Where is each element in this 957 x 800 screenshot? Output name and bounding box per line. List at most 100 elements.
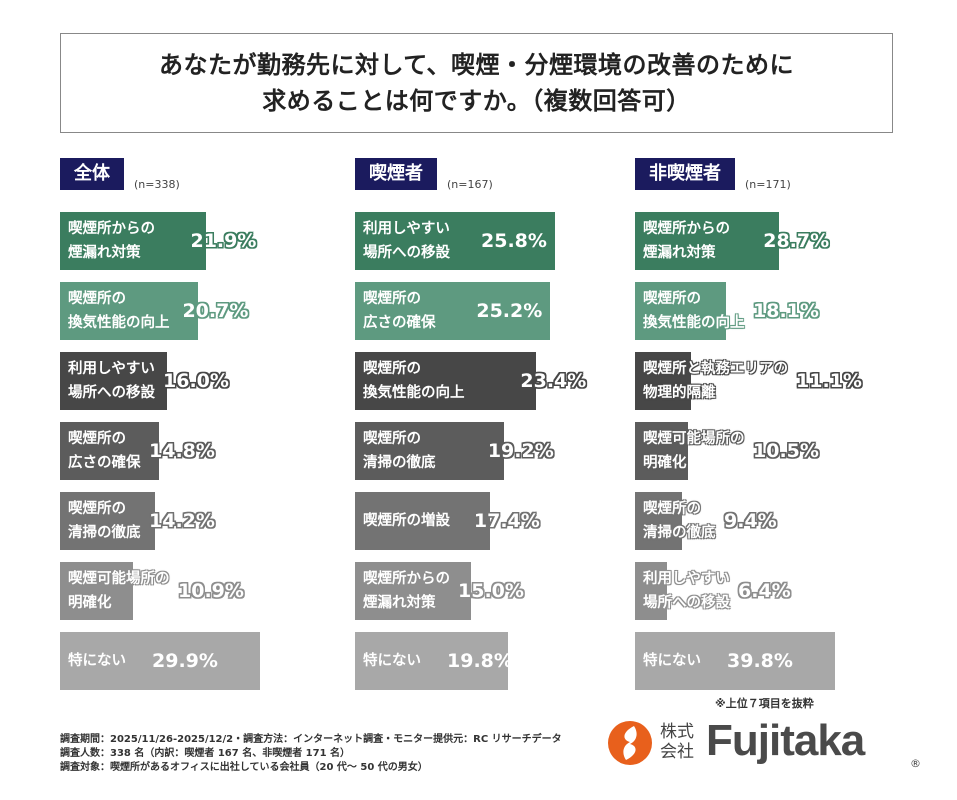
bar bbox=[635, 282, 726, 340]
bar-category-label: 喫煙可能場所の 明確化 bbox=[643, 431, 745, 471]
bar-category-label: 喫煙所の 換気性能の向上 bbox=[68, 291, 170, 331]
bar bbox=[355, 562, 472, 620]
bar-category-label: 喫煙所の 清掃の徹底 bbox=[363, 431, 436, 471]
footer-line-1: 調査期間：2025/11/26-2025/12/2・調査方法：インターネット調査… bbox=[60, 734, 562, 745]
bar-row: 特にない 39.8% bbox=[635, 632, 925, 690]
bar-value-label: 14.8% bbox=[149, 440, 215, 462]
bar-category-label: 喫煙所の 清掃の徹底 bbox=[68, 501, 141, 541]
logo-wordmark: Fujitaka bbox=[706, 716, 865, 765]
footer-line-3: 調査対象：喫煙所があるオフィスに出社している会社員（20 代～ 50 代の男女） bbox=[60, 762, 428, 773]
bar bbox=[355, 422, 504, 480]
bar-value-label: 18.1% bbox=[753, 300, 819, 322]
bar-row: 喫煙所からの 煙漏れ対策 21.9% bbox=[60, 212, 350, 270]
bar-category-label: 喫煙所と執務エリアの 物理的隔離 bbox=[643, 361, 788, 401]
bar-value-label: 14.2% bbox=[149, 510, 215, 532]
bar-category-label: 喫煙所の 広さの確保 bbox=[363, 291, 436, 331]
bar-value-label: 6.4% bbox=[738, 580, 791, 602]
bar-value-label: 19.8% bbox=[447, 650, 513, 672]
sample-size: (n=171) bbox=[745, 178, 791, 191]
bar-category-label: 喫煙所の 換気性能の向上 bbox=[363, 361, 465, 401]
title-line-1: あなたが勤務先に対して、喫煙・分煙環境の改善のために bbox=[158, 51, 795, 79]
bar-value-label: 16.0% bbox=[163, 370, 229, 392]
bar bbox=[60, 422, 159, 480]
panel-header-smokers: 喫煙者 bbox=[355, 158, 437, 190]
bar-value-label: 9.4% bbox=[724, 510, 777, 532]
bar-category-label: 喫煙所からの 煙漏れ対策 bbox=[68, 221, 155, 261]
bar-category-label: 喫煙所からの 煙漏れ対策 bbox=[643, 221, 730, 261]
bar-category-label: 喫煙所の 清掃の徹底 bbox=[643, 501, 716, 541]
bar bbox=[635, 492, 683, 550]
sample-size: (n=167) bbox=[447, 178, 493, 191]
bar-category-label: 喫煙所の 広さの確保 bbox=[68, 431, 141, 471]
bar-value-label: 15.0% bbox=[458, 580, 524, 602]
sample-size: (n=338) bbox=[134, 178, 180, 191]
bar-category-label: 喫煙所の増設 bbox=[363, 513, 450, 529]
bar-value-label: 21.9% bbox=[190, 230, 257, 252]
registered-mark: ® bbox=[910, 757, 921, 770]
bar bbox=[60, 632, 260, 690]
title-line-2: 求めることは何ですか。（複数回答可） bbox=[262, 87, 691, 115]
bar-category-label: 特にない bbox=[363, 653, 421, 669]
bar-row: 利用しやすい 場所への移設 6.4% bbox=[635, 562, 925, 620]
bar-row: 特にない 29.9% bbox=[60, 632, 350, 690]
bar-row: 喫煙所の 換気性能の向上 23.4% bbox=[355, 352, 645, 410]
bar-value-label: 10.5% bbox=[753, 440, 819, 462]
bar-category-label: 利用しやすい 場所への移設 bbox=[363, 221, 450, 261]
bar-value-label: 17.4% bbox=[473, 510, 540, 532]
bar-category-label: 喫煙所からの 煙漏れ対策 bbox=[363, 571, 450, 611]
bar bbox=[635, 422, 688, 480]
bar-row: 利用しやすい 場所への移設 25.8% bbox=[355, 212, 645, 270]
bar-row: 喫煙所の 換気性能の向上 18.1% bbox=[635, 282, 925, 340]
bar-row: 喫煙所からの 煙漏れ対策 15.0% bbox=[355, 562, 645, 620]
bar-row: 喫煙可能場所の 明確化 10.9% bbox=[60, 562, 350, 620]
bar bbox=[635, 352, 691, 410]
bar-row: 喫煙所からの 煙漏れ対策 28.7% bbox=[635, 212, 925, 270]
bar-row: 喫煙所の増設 17.4% bbox=[355, 492, 645, 550]
bar-category-label: 利用しやすい 場所への移設 bbox=[643, 571, 730, 611]
bar-row: 喫煙所の 清掃の徹底 14.2% bbox=[60, 492, 350, 550]
bar-row: 喫煙可能場所の 明確化 10.5% bbox=[635, 422, 925, 480]
bar bbox=[60, 282, 199, 340]
bar bbox=[635, 212, 780, 270]
bar-value-label: 11.1% bbox=[796, 370, 862, 392]
panel-header-non-smokers: 非喫煙者 bbox=[635, 158, 735, 190]
note: ※上位７項目を抜粋 bbox=[715, 697, 814, 710]
bar-row: 喫煙所と執務エリアの 物理的隔離 11.1% bbox=[635, 352, 925, 410]
bar-value-label: 19.2% bbox=[487, 440, 554, 462]
bar-row: 喫煙所の 広さの確保 25.2% bbox=[355, 282, 645, 340]
logo-kanji: 株式会社 bbox=[660, 722, 694, 762]
bar-value-label: 20.7% bbox=[182, 300, 249, 322]
bar-category-label: 特にない bbox=[68, 653, 126, 669]
bar-row: 利用しやすい 場所への移設 16.0% bbox=[60, 352, 350, 410]
bar-category-label: 喫煙可能場所の 明確化 bbox=[68, 571, 170, 611]
panel-smokers: 喫煙者 (n=167) 利用しやすい 場所への移設 25.8% 喫煙所の 広さの確保 25.2… bbox=[355, 158, 645, 698]
bar-row: 喫煙所の 広さの確保 14.8% bbox=[60, 422, 350, 480]
panel-header-overall: 全体 bbox=[60, 158, 124, 190]
bar bbox=[355, 352, 537, 410]
bar bbox=[355, 282, 551, 340]
bar bbox=[60, 212, 207, 270]
bar-value-label: 10.9% bbox=[178, 580, 244, 602]
bar-value-label: 39.8% bbox=[727, 650, 793, 672]
bar bbox=[60, 352, 168, 410]
bar-row: 特にない 19.8% bbox=[355, 632, 645, 690]
bar-category-label: 特にない bbox=[643, 653, 701, 669]
fujitaka-logo-icon bbox=[608, 721, 652, 765]
bar-row: 喫煙所の 清掃の徹底 19.2% bbox=[355, 422, 645, 480]
bar-value-label: 28.7% bbox=[763, 230, 830, 252]
bar-row: 喫煙所の 清掃の徹底 9.4% bbox=[635, 492, 925, 550]
bar bbox=[60, 562, 133, 620]
bar bbox=[355, 632, 509, 690]
footer-line-2: 調査人数：338 名（内訳：喫煙者 167 名、非喫煙者 171 名） bbox=[60, 748, 351, 759]
title-box: あなたが勤務先に対して、喫煙・分煙環境の改善のために 求めることは何ですか。（複… bbox=[60, 33, 893, 133]
panel-overall: 全体 (n=338) 喫煙所からの 煙漏れ対策 21.9% 喫煙所の 換気性能の向上 20.7… bbox=[60, 158, 350, 698]
bar-category-label: 喫煙所の 換気性能の向上 bbox=[643, 291, 745, 331]
bar-value-label: 25.8% bbox=[481, 230, 547, 252]
panel-non-smokers: 非喫煙者 (n=171) 喫煙所からの 煙漏れ対策 28.7% 喫煙所の 換気性能の向上 18… bbox=[635, 158, 925, 698]
bar-value-label: 29.9% bbox=[152, 650, 218, 672]
bar bbox=[635, 562, 668, 620]
bar bbox=[635, 632, 835, 690]
bar-value-label: 25.2% bbox=[476, 300, 543, 322]
bar-category-label: 利用しやすい 場所への移設 bbox=[68, 361, 155, 401]
bar-value-label: 23.4% bbox=[520, 370, 587, 392]
